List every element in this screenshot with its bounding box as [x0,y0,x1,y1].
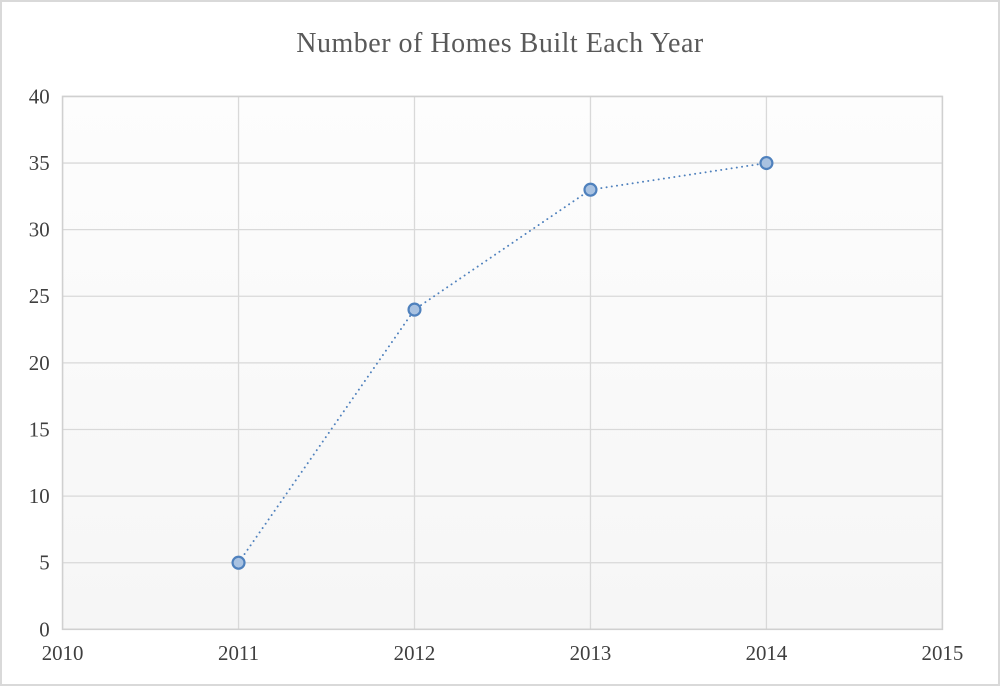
data-point-marker [231,555,246,570]
y-axis-tick-label: 10 [29,484,50,508]
data-point-marker [583,182,598,197]
x-axis-tick-label: 2011 [218,641,259,665]
chart-title: Number of Homes Built Each Year [296,28,704,59]
x-axis-tick-label: 2010 [42,641,84,665]
y-axis-tick-label: 25 [29,284,50,308]
y-axis-tick-label: 15 [29,417,50,441]
y-axis-tick-label: 0 [39,617,49,641]
x-axis-tick-label: 2013 [570,641,612,665]
x-axis-tick-label: 2012 [394,641,436,665]
y-axis-tick-label: 40 [29,84,50,108]
y-axis-tick-label: 20 [29,351,50,375]
y-axis-tick-label: 35 [29,151,50,175]
x-axis-tick-label: 2015 [922,641,964,665]
plot-frame [61,95,944,631]
data-point-marker [759,155,774,171]
y-axis-tick-label: 30 [29,218,50,242]
data-point-marker [407,302,422,317]
y-axis-tick-label: 5 [39,551,49,575]
x-axis-tick-label: 2014 [746,641,788,665]
